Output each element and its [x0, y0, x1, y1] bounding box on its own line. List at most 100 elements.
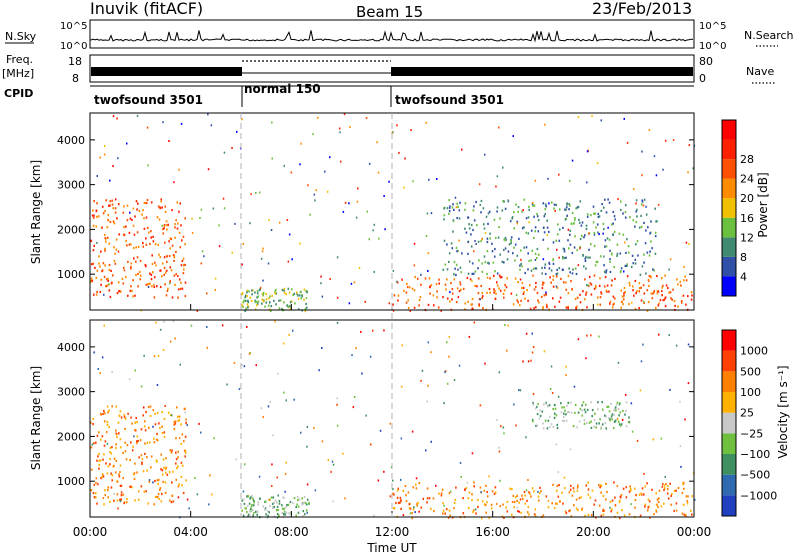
echo-cell — [534, 508, 537, 511]
echo-cell — [603, 509, 606, 512]
echo-cell — [98, 255, 100, 258]
echo-cell — [261, 298, 264, 301]
echo-cell — [583, 265, 585, 268]
echo-cell — [538, 492, 541, 495]
echo-cell — [281, 504, 283, 507]
echo-cell — [456, 216, 458, 220]
echo-cell — [161, 206, 163, 209]
echo-cell — [153, 503, 155, 506]
echo-cell — [560, 411, 563, 414]
sparse-echo-cell — [147, 164, 149, 167]
echo-cell — [443, 214, 446, 217]
echo-cell — [619, 424, 622, 427]
echo-cell — [109, 463, 111, 466]
echo-cell — [438, 282, 440, 285]
echo-cell — [547, 506, 550, 509]
echo-cell — [666, 485, 669, 488]
echo-cell — [461, 252, 463, 255]
echo-cell — [568, 411, 570, 414]
echo-cell — [602, 222, 605, 225]
echo-cell — [532, 204, 534, 207]
echo-cell — [608, 238, 611, 241]
echo-cell — [181, 484, 183, 487]
power-y-axis-label: Slant Range [km] — [29, 160, 43, 264]
echo-cell — [651, 247, 653, 250]
echo-cell — [568, 203, 570, 206]
sparse-echo-cell — [112, 115, 115, 118]
echo-cell — [536, 257, 538, 260]
echo-cell — [446, 243, 448, 246]
sparse-echo-cell — [196, 309, 199, 312]
sparse-echo-cell — [327, 459, 330, 462]
echo-cell — [106, 420, 109, 424]
echo-cell — [566, 203, 568, 206]
echo-cell — [176, 467, 178, 470]
sparse-echo-cell — [168, 140, 170, 142]
echo-cell — [534, 226, 537, 229]
echo-cell — [415, 487, 418, 490]
echo-cell — [286, 504, 288, 507]
sparse-echo-cell — [326, 190, 329, 193]
sparse-echo-cell — [669, 258, 672, 261]
sparse-echo-cell — [364, 300, 366, 303]
echo-cell — [247, 495, 250, 498]
echo-cell — [601, 423, 604, 426]
echo-cell — [252, 514, 254, 517]
echo-cell — [98, 459, 101, 462]
sparse-echo-cell — [544, 123, 546, 126]
echo-cell — [440, 494, 443, 497]
echo-cell — [609, 270, 612, 274]
echo-cell — [165, 220, 168, 223]
echo-cell — [247, 301, 250, 304]
echo-cell — [638, 287, 641, 290]
colorbar-tick-label: 20 — [740, 192, 754, 205]
echo-cell — [283, 301, 285, 304]
echo-cell — [609, 419, 611, 422]
sparse-echo-cell — [614, 504, 617, 507]
echo-cell — [568, 247, 570, 250]
echo-cell — [162, 480, 164, 483]
echo-cell — [513, 506, 515, 509]
echo-cell — [520, 511, 522, 514]
sparse-echo-cell — [250, 193, 252, 196]
echo-cell — [612, 222, 614, 225]
echo-cell — [173, 256, 176, 259]
echo-cell — [557, 495, 560, 498]
echo-cell — [481, 297, 483, 300]
sparse-echo-cell — [475, 243, 477, 245]
sparse-echo-cell — [349, 126, 351, 129]
y-tick-label: 1000 — [57, 475, 85, 488]
echo-cell — [627, 251, 630, 254]
echo-cell — [600, 291, 602, 294]
echo-cell — [543, 215, 546, 218]
echo-cell — [123, 413, 126, 417]
echo-cell — [536, 424, 538, 427]
echo-cell — [536, 413, 539, 416]
echo-cell — [96, 202, 98, 205]
echo-cell — [555, 502, 557, 505]
sparse-echo-cell — [351, 354, 353, 357]
echo-cell — [258, 497, 261, 500]
echo-cell — [517, 206, 520, 209]
echo-cell — [254, 308, 257, 311]
echo-cell — [618, 414, 620, 417]
echo-cell — [472, 511, 474, 514]
echo-cell — [681, 512, 684, 515]
echo-cell — [145, 490, 147, 493]
echo-cell — [422, 497, 425, 500]
echo-cell — [156, 496, 158, 499]
echo-cell — [523, 290, 525, 294]
echo-cell — [128, 243, 131, 246]
echo-cell — [524, 271, 526, 275]
echo-cell — [161, 275, 163, 278]
echo-cell — [662, 299, 664, 302]
echo-cell — [625, 486, 628, 489]
echo-cell — [646, 482, 648, 485]
echo-cell — [141, 457, 144, 460]
sparse-echo-cell — [427, 252, 430, 255]
echo-cell — [163, 227, 165, 230]
echo-cell — [628, 490, 631, 493]
echo-cell — [442, 512, 444, 515]
echo-cell — [156, 285, 158, 288]
echo-cell — [256, 513, 258, 516]
